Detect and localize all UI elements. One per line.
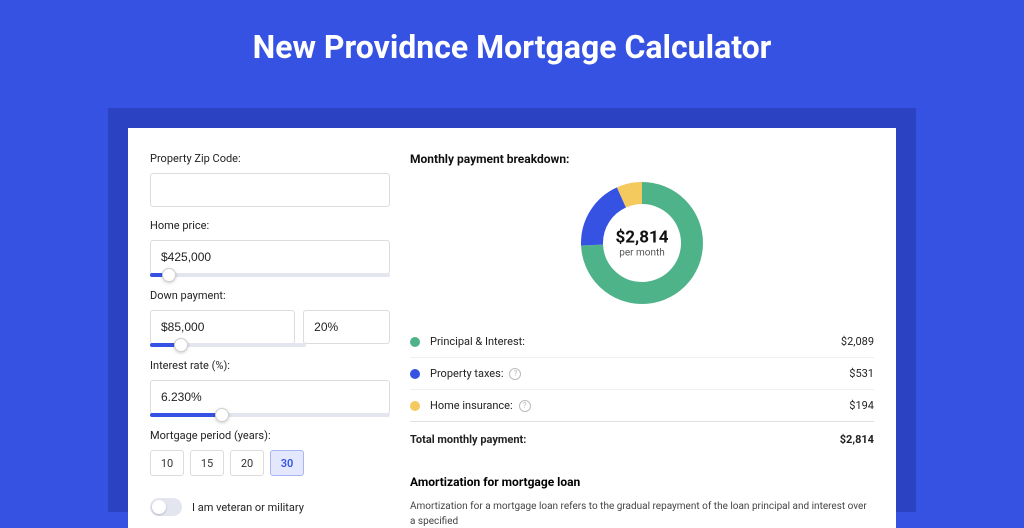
veteran-row: I am veteran or military: [150, 498, 390, 516]
amortization-text: Amortization for a mortgage loan refers …: [410, 499, 874, 528]
home-price-input[interactable]: [150, 240, 390, 274]
down-payment-group: Down payment:: [150, 289, 390, 347]
legend: Principal & Interest:$2,089Property taxe…: [410, 326, 874, 421]
legend-label: Home insurance:?: [430, 399, 849, 412]
period-group: Mortgage period (years): 10152030: [150, 429, 390, 476]
period-btn-20[interactable]: 20: [230, 450, 264, 476]
legend-row-principal_interest: Principal & Interest:$2,089: [410, 326, 874, 357]
legend-label: Principal & Interest:: [430, 335, 841, 348]
page-title: New Providnce Mortgage Calculator: [0, 0, 1024, 86]
veteran-toggle[interactable]: [150, 498, 182, 516]
total-label: Total monthly payment:: [410, 433, 840, 446]
slider-thumb[interactable]: [215, 408, 229, 422]
zip-label: Property Zip Code:: [150, 152, 390, 165]
interest-rate-group: Interest rate (%):: [150, 359, 390, 417]
legend-row-property_taxes: Property taxes:?$531: [410, 357, 874, 389]
legend-row-home_insurance: Home insurance:?$194: [410, 389, 874, 421]
period-btn-10[interactable]: 10: [150, 450, 184, 476]
period-buttons: 10152030: [150, 450, 390, 476]
breakdown-column: Monthly payment breakdown: $2,814 per mo…: [410, 152, 874, 528]
interest-rate-input[interactable]: [150, 380, 390, 414]
zip-field-group: Property Zip Code:: [150, 152, 390, 207]
calculator-card: Property Zip Code: Home price: Down paym…: [128, 128, 896, 528]
legend-dot: [410, 337, 420, 347]
amortization-section: Amortization for mortgage loan Amortizat…: [410, 475, 874, 528]
donut-value: $2,814: [616, 228, 669, 248]
info-icon[interactable]: ?: [509, 368, 521, 380]
total-value: $2,814: [840, 433, 874, 446]
breakdown-title: Monthly payment breakdown:: [410, 152, 874, 166]
legend-dot: [410, 369, 420, 379]
period-btn-15[interactable]: 15: [190, 450, 224, 476]
slider-thumb[interactable]: [162, 268, 176, 282]
down-payment-percent-input[interactable]: [303, 310, 390, 344]
zip-input[interactable]: [150, 173, 390, 207]
slider-thumb[interactable]: [174, 338, 188, 352]
interest-rate-slider[interactable]: [150, 413, 390, 417]
inputs-column: Property Zip Code: Home price: Down paym…: [150, 152, 390, 528]
legend-dot: [410, 401, 420, 411]
amortization-title: Amortization for mortgage loan: [410, 475, 874, 489]
legend-total: Total monthly payment: $2,814: [410, 421, 874, 455]
period-btn-30[interactable]: 30: [270, 450, 304, 476]
home-price-slider[interactable]: [150, 273, 390, 277]
down-payment-label: Down payment:: [150, 289, 390, 302]
down-payment-amount-input[interactable]: [150, 310, 295, 344]
period-label: Mortgage period (years):: [150, 429, 390, 442]
legend-value: $2,089: [841, 335, 874, 348]
info-icon[interactable]: ?: [519, 400, 531, 412]
legend-value: $194: [849, 399, 874, 412]
home-price-label: Home price:: [150, 219, 390, 232]
home-price-group: Home price:: [150, 219, 390, 277]
donut-chart: $2,814 per month: [579, 180, 705, 306]
legend-value: $531: [849, 367, 874, 380]
legend-label: Property taxes:?: [430, 367, 849, 380]
donut-chart-wrap: $2,814 per month: [410, 180, 874, 306]
interest-rate-label: Interest rate (%):: [150, 359, 390, 372]
donut-sub: per month: [616, 248, 669, 259]
down-payment-slider[interactable]: [150, 343, 306, 347]
